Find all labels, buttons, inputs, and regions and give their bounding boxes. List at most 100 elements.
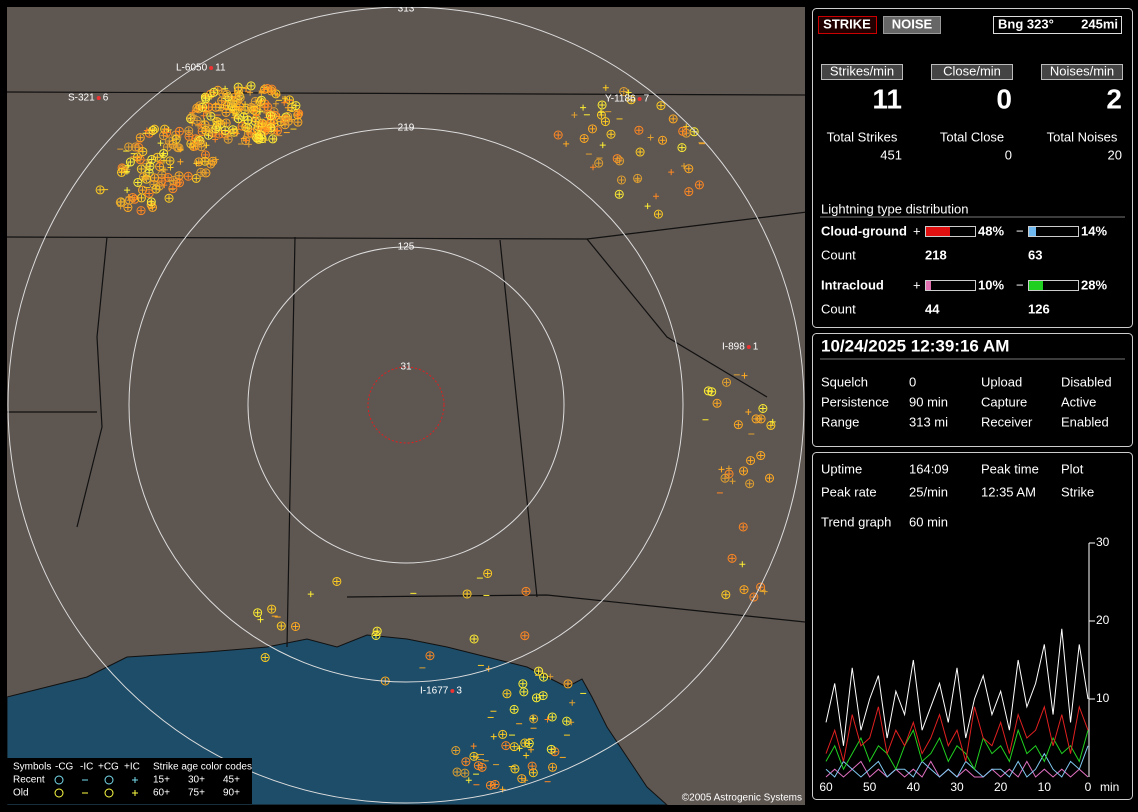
strike: [739, 561, 746, 568]
strike: [374, 628, 381, 635]
strike: [518, 775, 525, 782]
strike: [193, 104, 200, 111]
strike: [766, 475, 773, 482]
ring-label: 125: [398, 242, 415, 253]
strike: [451, 746, 461, 756]
strike: [237, 94, 244, 101]
strike: [461, 770, 468, 777]
strike: [151, 174, 158, 181]
station-dot: [209, 66, 214, 70]
total-value: 20: [1108, 147, 1122, 162]
strike: [529, 763, 536, 770]
total-label: Total Noises: [1047, 129, 1118, 144]
strike: [154, 181, 164, 191]
strike: [761, 588, 768, 595]
strike: [257, 118, 267, 128]
strike-button-label[interactable]: STRIKE: [823, 16, 871, 31]
strike: [160, 157, 167, 164]
strike: [154, 154, 161, 161]
strike: [729, 478, 736, 485]
strike: [538, 691, 548, 701]
strike: [521, 586, 531, 596]
strike: [235, 93, 245, 103]
strike: [208, 126, 215, 133]
count: 44: [925, 301, 940, 316]
strike: [668, 169, 675, 176]
strike: [166, 195, 173, 202]
strike: [749, 592, 759, 602]
strike: [546, 744, 556, 754]
strike: [612, 154, 622, 164]
strike: [233, 114, 243, 124]
setting: Receiver: [981, 414, 1033, 429]
strike: [273, 128, 280, 135]
strike: [244, 117, 251, 124]
strike: [653, 193, 660, 200]
stat: Peak rate: [821, 484, 877, 499]
strike: [221, 107, 231, 117]
stat: Plot: [1061, 461, 1084, 476]
legend-symbols: [54, 775, 138, 798]
strike: [161, 166, 168, 173]
strike: [135, 155, 145, 165]
strike: [177, 158, 184, 165]
strike: [291, 621, 301, 631]
strike: [230, 105, 240, 115]
strike: [194, 117, 201, 124]
strike: [753, 415, 760, 422]
strike: [569, 699, 576, 706]
strike: [259, 120, 266, 127]
strike: [95, 185, 105, 195]
type-name: Cloud-ground: [821, 223, 907, 238]
strike-button[interactable]: [818, 16, 877, 34]
strike: [530, 715, 537, 722]
rate-label: Strikes/min: [830, 63, 894, 78]
strike: [223, 119, 230, 126]
strike: [547, 673, 554, 680]
strike: [553, 130, 563, 140]
strike: [721, 590, 731, 600]
strike: [703, 386, 713, 396]
strike: [720, 473, 730, 483]
strike: [139, 187, 146, 194]
strike: [136, 206, 146, 216]
strike: [464, 590, 471, 597]
strike: [498, 729, 508, 739]
strike: [138, 194, 145, 201]
strike: [125, 162, 132, 169]
noise-button[interactable]: [883, 16, 941, 34]
strike: [599, 101, 606, 108]
strike: [740, 467, 747, 474]
distance: 245mi: [1081, 16, 1118, 31]
strike: [653, 209, 663, 219]
strike: [118, 169, 125, 176]
strike: [655, 211, 662, 218]
strike: [295, 110, 302, 117]
strike: [260, 99, 270, 109]
strike: [242, 107, 249, 114]
trend-label: Trend graph: [821, 514, 891, 529]
strike: [243, 115, 253, 125]
strike: [198, 143, 205, 150]
strike: [747, 457, 754, 464]
strike: [235, 88, 242, 95]
strike: [169, 185, 176, 192]
legend-age: 90+: [223, 788, 240, 799]
strike: [176, 172, 183, 179]
strike: [200, 92, 210, 102]
strike: [191, 173, 201, 183]
strike: [727, 553, 737, 563]
strike: [590, 164, 597, 171]
noise-button-label[interactable]: NOISE: [892, 16, 933, 31]
strike: [136, 193, 146, 203]
strike: [146, 197, 156, 207]
strike: [678, 126, 688, 136]
x-tick-label: 10: [1038, 780, 1052, 794]
ring-label: 313: [398, 4, 415, 15]
strike: [668, 114, 678, 124]
count: 126: [1028, 301, 1050, 316]
strike: [620, 88, 627, 95]
strike: [148, 198, 155, 205]
strike: [722, 475, 729, 482]
station-dot: [96, 96, 101, 100]
